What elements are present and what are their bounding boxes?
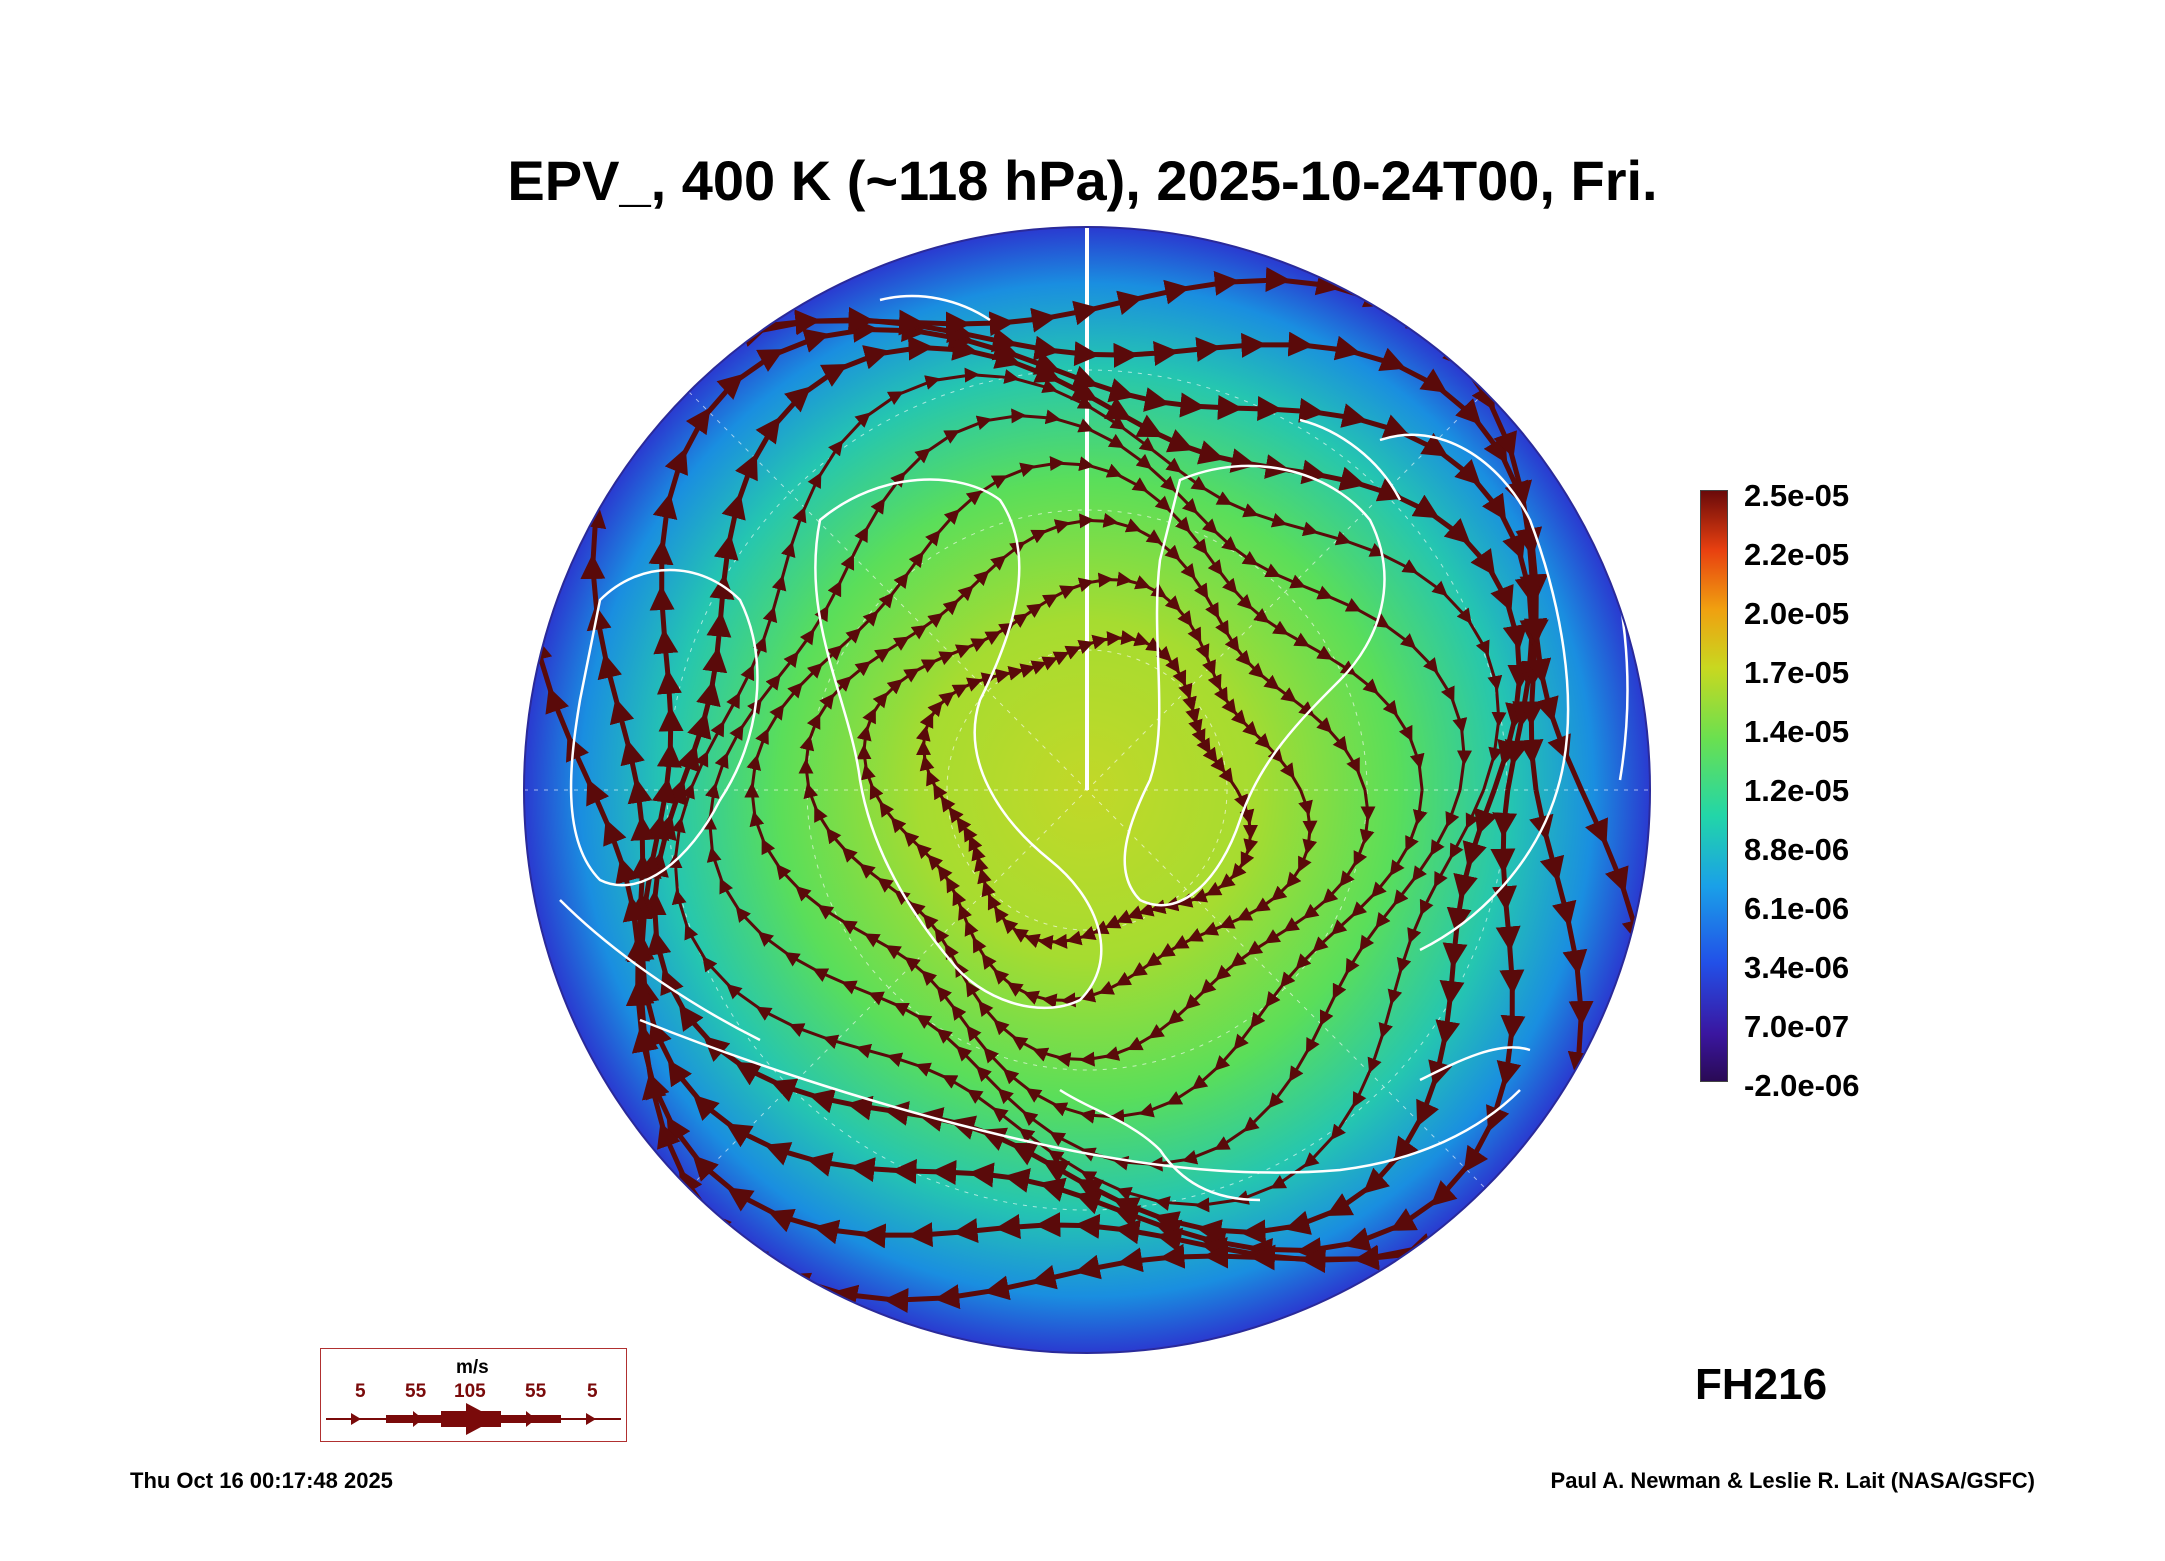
colorbar-tick-label: 2.5e-05	[1744, 478, 1850, 513]
colorbar-tick-label: 1.7e-05	[1744, 655, 1850, 690]
chart-title: EPV_, 400 K (~118 hPa), 2025-10-24T00, F…	[507, 149, 1658, 212]
legend-speed-1: 5	[355, 1381, 366, 1402]
colorbar-tick-label: 6.1e-06	[1744, 891, 1850, 926]
coastlines	[559, 294, 1629, 1202]
colorbar-tick-label: 3.4e-06	[1744, 950, 1850, 985]
generation-timestamp: Thu Oct 16 00:17:48 2025	[130, 1468, 393, 1493]
legend-arrow-graphic	[326, 1403, 621, 1435]
legend-speed-4: 55	[525, 1381, 547, 1402]
legend-speed-5: 5	[587, 1381, 598, 1402]
wind-speed-legend: m/s 5 55 105 55 5	[320, 1348, 627, 1442]
credit-line: Paul A. Newman & Leslie R. Lait (NASA/GS…	[1550, 1468, 2035, 1493]
colorbar-tick-label: 1.2e-05	[1744, 773, 1850, 808]
colorbar-tick-label: 1.4e-05	[1744, 714, 1850, 749]
colorbar-tick-label: 8.8e-06	[1744, 832, 1850, 867]
forecast-hour-label: FH216	[1695, 1360, 1828, 1409]
colorbar-tick-label: 2.0e-05	[1744, 596, 1850, 631]
colorbar-tick-label: 2.2e-05	[1744, 537, 1850, 572]
legend-unit: m/s	[456, 1357, 489, 1378]
legend-speed-3: 105	[454, 1381, 486, 1402]
legend-speed-2: 55	[405, 1381, 427, 1402]
colorbar-tick-label: 7.0e-07	[1744, 1009, 1850, 1044]
colorbar	[1700, 490, 1728, 1082]
colorbar-tick-label: -2.0e-06	[1744, 1068, 1860, 1103]
